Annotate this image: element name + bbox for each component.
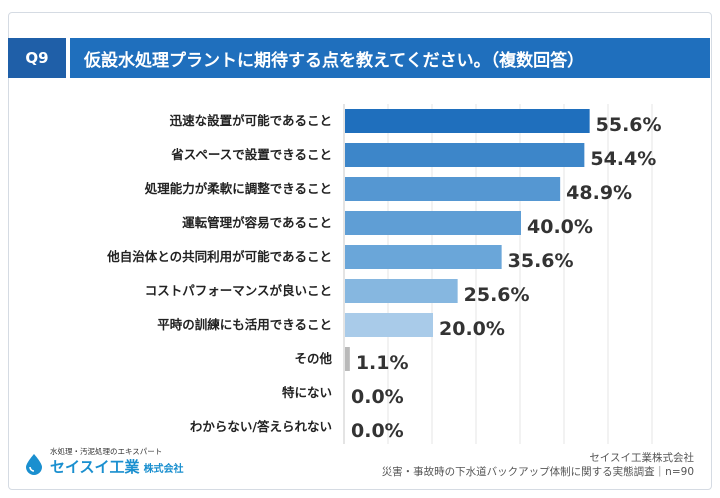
source-note: セイスイ工業株式会社 災害・事故時の下水道バックアップ体制に関する実態調査｜n=… bbox=[382, 451, 694, 479]
bar bbox=[345, 177, 561, 201]
bar bbox=[345, 245, 502, 269]
category-label: 迅速な設置が可能であること bbox=[170, 113, 332, 128]
logo-name-text: セイスイ工業 bbox=[50, 458, 140, 476]
value-label: 48.9% bbox=[566, 182, 632, 204]
source-company: セイスイ工業株式会社 bbox=[589, 452, 694, 464]
category-label: その他 bbox=[294, 351, 332, 366]
water-drop-icon bbox=[26, 454, 42, 475]
value-label: 0.0% bbox=[351, 386, 404, 408]
value-label: 54.4% bbox=[590, 148, 656, 170]
value-label: 35.6% bbox=[508, 250, 574, 272]
value-label: 25.6% bbox=[464, 284, 530, 306]
logo-name: セイスイ工業 株式会社 bbox=[50, 456, 184, 477]
category-label: 処理能力が柔軟に調整できること bbox=[144, 181, 332, 196]
category-label: 平時の訓練にも活用できること bbox=[157, 317, 332, 332]
category-label: 運転管理が容易であること bbox=[182, 215, 332, 230]
logo-tagline: 水処理・汚泥処理のエキスパート bbox=[50, 447, 163, 456]
value-label: 40.0% bbox=[527, 216, 593, 238]
company-logo: 水処理・汚泥処理のエキスパート セイスイ工業 株式会社 bbox=[22, 446, 222, 482]
logo-suffix: 株式会社 bbox=[143, 464, 184, 475]
value-label: 55.6% bbox=[596, 114, 662, 136]
bar bbox=[345, 313, 433, 337]
category-label: コストパフォーマンスが良いこと bbox=[145, 283, 332, 298]
category-label: 省スペースで設置できること bbox=[170, 147, 332, 162]
question-title: 仮設水処理プラントに期待する点を教えてください。（複数回答） bbox=[70, 38, 710, 78]
bar bbox=[345, 279, 458, 303]
category-label: わからない/答えられない bbox=[190, 419, 332, 434]
bar bbox=[345, 211, 521, 235]
question-number-badge: Q9 bbox=[8, 38, 66, 78]
category-label: 特にない bbox=[282, 385, 332, 400]
value-label: 20.0% bbox=[439, 318, 505, 340]
category-label: 他自治体との共同利用が可能であること bbox=[106, 249, 332, 264]
value-label: 1.1% bbox=[356, 352, 409, 374]
source-survey: 災害・事故時の下水道バックアップ体制に関する実態調査｜n=90 bbox=[381, 466, 694, 478]
bar bbox=[345, 347, 350, 371]
bar bbox=[345, 143, 585, 167]
value-label: 0.0% bbox=[351, 420, 404, 442]
bar bbox=[345, 109, 590, 133]
